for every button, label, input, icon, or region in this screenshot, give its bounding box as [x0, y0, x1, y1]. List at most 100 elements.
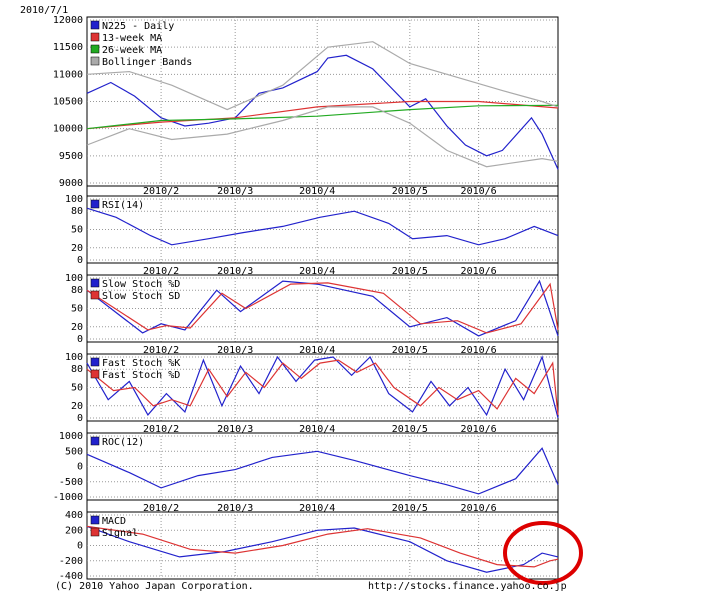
macd-ytick-label-2: 0: [77, 541, 83, 552]
price-ytick-label-4: 11000: [53, 69, 83, 80]
price-series-line-3: [86, 41, 559, 111]
slow_stoch-xtick-label-2: 2010/4: [299, 345, 335, 356]
rsi-ytick-label-2: 50: [71, 225, 83, 236]
rsi-xtick-label-1: 2010/3: [217, 266, 253, 277]
price-series-line-2: [86, 104, 559, 130]
roc-xtick-label-3: 2010/5: [392, 503, 428, 514]
roc-legend-label-0: ROC(12): [102, 437, 144, 448]
slow_stoch-ytick-label-4: 100: [65, 273, 83, 284]
price-legend-label-0: N225 - Daily: [102, 21, 174, 32]
rsi-ytick-label-3: 80: [71, 206, 83, 217]
fast_stoch-ytick-label-0: 0: [77, 413, 83, 424]
fast_stoch-legend-swatch-0: [90, 357, 100, 367]
slow_stoch-series-line-1: [86, 282, 559, 334]
rsi-ytick-label-0: 0: [77, 255, 83, 266]
slow_stoch-legend-label-1: Slow Stoch SD: [102, 291, 180, 302]
roc-xtick-label-4: 2010/6: [461, 503, 497, 514]
rsi-xtick-label-0: 2010/2: [143, 266, 179, 277]
roc-ytick-label-1: -500: [59, 477, 83, 488]
fast_stoch-ytick-label-1: 20: [71, 401, 83, 412]
fast_stoch-series-line-0: [86, 355, 559, 419]
fast_stoch-ytick-label-4: 100: [65, 352, 83, 363]
slow_stoch-xtick-label-4: 2010/6: [461, 345, 497, 356]
price-series-line-1: [86, 100, 559, 130]
fast_stoch-xtick-label-0: 2010/2: [143, 424, 179, 435]
roc-xtick-label-1: 2010/3: [217, 503, 253, 514]
roc-ytick-label-4: 1000: [59, 431, 83, 442]
roc-xtick-label-2: 2010/4: [299, 503, 335, 514]
price-legend-swatch-2: [90, 44, 100, 54]
macd-legend-label-1: Signal: [102, 528, 138, 539]
fast_stoch-ytick-label-3: 80: [71, 364, 83, 375]
price-panel: 9000 9500 10000 10500 11000 11500 12000 2010/2 2…: [53, 15, 559, 200]
price-legend-swatch-0: [90, 20, 100, 30]
slow_stoch-legend-swatch-0: [90, 278, 100, 288]
fast_stoch-xtick-label-1: 2010/3: [217, 424, 253, 435]
chart-date: 2010/7/1: [20, 5, 68, 16]
rsi-series-line-0: [86, 207, 559, 246]
highlight-circle-annotation: [503, 521, 583, 585]
source-url-text: http://stocks.finance.yahoo.co.jp: [368, 581, 567, 592]
macd-frame: [86, 511, 559, 580]
roc-xtick-label-0: 2010/2: [143, 503, 179, 514]
rsi-xtick-label-4: 2010/6: [461, 266, 497, 277]
price-xtick-label-4: 2010/6: [461, 186, 497, 197]
slow_stoch-xtick-label-3: 2010/5: [392, 345, 428, 356]
macd-legend-swatch-0: [90, 515, 100, 525]
fast_stoch-series-line-1: [86, 359, 559, 415]
price-ytick-label-6: 12000: [53, 15, 83, 26]
price-ytick-label-1: 9500: [59, 151, 83, 162]
macd-series-line-0: [86, 525, 559, 573]
fast_stoch-legend-swatch-1: [90, 369, 100, 379]
slow_stoch-ytick-label-3: 80: [71, 285, 83, 296]
rsi-frame: [86, 195, 559, 264]
macd-legend-swatch-1: [90, 527, 100, 537]
roc-panel: -1000 -500 0 500 1000 2010/2 2010/3 2010/4 2010/…: [53, 431, 559, 514]
macd-ytick-label-1: -200: [59, 556, 83, 567]
fast_stoch-legend-label-0: Fast Stoch %K: [102, 358, 180, 369]
slow_stoch-ytick-label-0: 0: [77, 334, 83, 345]
price-legend-label-1: 13-week MA: [102, 33, 162, 44]
slow_stoch-ytick-label-1: 20: [71, 322, 83, 333]
roc-series-line-0: [86, 447, 559, 495]
price-legend-swatch-3: [90, 56, 100, 66]
rsi-legend-label-0: RSI(14): [102, 200, 144, 211]
rsi-xtick-label-2: 2010/4: [299, 266, 335, 277]
macd-series-line-1: [86, 525, 559, 568]
rsi-ytick-label-1: 20: [71, 243, 83, 254]
price-xtick-label-0: 2010/2: [143, 186, 179, 197]
roc-ytick-label-3: 500: [65, 446, 83, 457]
rsi-ytick-label-4: 100: [65, 194, 83, 205]
fast_stoch-xtick-label-4: 2010/6: [461, 424, 497, 435]
fast_stoch-xtick-label-2: 2010/4: [299, 424, 335, 435]
roc-legend-swatch-0: [90, 436, 100, 446]
price-ytick-label-3: 10500: [53, 97, 83, 108]
price-ytick-label-0: 9000: [59, 178, 83, 189]
price-xtick-label-3: 2010/5: [392, 186, 428, 197]
slow_stoch-xtick-label-1: 2010/3: [217, 345, 253, 356]
slow_stoch-ytick-label-2: 50: [71, 304, 83, 315]
roc-ytick-label-2: 0: [77, 462, 83, 473]
price-xtick-label-1: 2010/3: [217, 186, 253, 197]
rsi-legend-swatch-0: [90, 199, 100, 209]
price-ytick-label-5: 11500: [53, 42, 83, 53]
price-legend-label-2: 26-week MA: [102, 45, 162, 56]
copyright-text: (C) 2010 Yahoo Japan Corporation.: [55, 581, 254, 592]
slow_stoch-xtick-label-0: 2010/2: [143, 345, 179, 356]
fast_stoch-xtick-label-3: 2010/5: [392, 424, 428, 435]
macd-legend-label-0: MACD: [102, 516, 126, 527]
price-series-line-4: [86, 106, 559, 168]
fast_stoch-legend-label-1: Fast Stoch %D: [102, 370, 180, 381]
macd-ytick-label-0: -400: [59, 571, 83, 582]
price-legend-label-3: Bollinger Bands: [102, 57, 192, 68]
macd-ytick-label-3: 200: [65, 525, 83, 536]
roc-ytick-label-0: -1000: [53, 492, 83, 503]
slow_stoch-legend-label-0: Slow Stoch %D: [102, 279, 180, 290]
macd-ytick-label-4: 400: [65, 510, 83, 521]
